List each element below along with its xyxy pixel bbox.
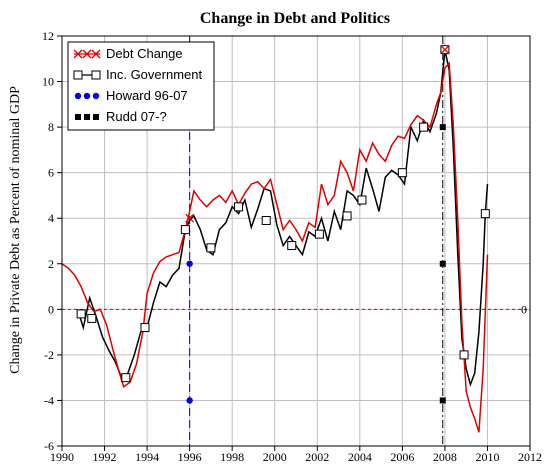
legend-swatch-marker <box>73 70 83 80</box>
rudd-point <box>439 260 446 267</box>
x-tick-label: 1998 <box>220 450 244 464</box>
inc-government-marker <box>234 202 244 212</box>
inc-government-marker <box>287 241 297 251</box>
series-debt-change-line <box>61 61 489 433</box>
howard-point <box>186 260 193 267</box>
legend-label: Howard 96-07 <box>106 88 188 103</box>
inc-government-marker <box>206 243 216 253</box>
y-tick-label: -4 <box>44 393 54 407</box>
inc-government-marker <box>314 229 324 239</box>
y-tick-label: -6 <box>44 439 54 453</box>
legend-swatch-marker <box>75 114 81 120</box>
x-tick-label: 1996 <box>178 450 202 464</box>
legend-item: Inc. Government <box>73 67 202 82</box>
legend-swatch-marker <box>84 114 90 120</box>
x-marker-stroke <box>91 49 101 59</box>
inc-government-marker <box>419 122 429 132</box>
legend-swatch-marker <box>74 92 82 100</box>
chart-title: Change in Debt and Politics <box>200 10 390 27</box>
y-tick-label: 6 <box>48 166 54 180</box>
x-tick-label: 1990 <box>50 450 74 464</box>
x-tick-label: 2010 <box>475 450 499 464</box>
x-tick-label: 1994 <box>135 450 159 464</box>
inc-government-marker <box>87 313 97 323</box>
legend-item: Rudd 07-? <box>75 109 167 124</box>
x-tick-label: 2008 <box>433 450 457 464</box>
legend-swatch-marker <box>91 49 101 59</box>
y-tick-label: -2 <box>44 348 54 362</box>
x-tick-label: 2006 <box>390 450 414 464</box>
inc-government-marker <box>121 373 131 383</box>
y-tick-label: 12 <box>42 29 54 43</box>
legend-item: Howard 96-07 <box>74 88 188 103</box>
x-tick-label: 1992 <box>93 450 117 464</box>
legend: Debt Change Inc. Government Howard 96-07 Ru… <box>67 41 215 131</box>
inc-government-marker <box>459 350 469 360</box>
legend-box <box>67 41 215 131</box>
y-tick-label: 8 <box>48 120 54 134</box>
inc-government-marker <box>261 216 271 225</box>
zero-line-label: 0 <box>521 302 527 316</box>
x-marker-stroke <box>73 49 83 59</box>
debt-change-marker <box>185 213 195 223</box>
x-marker-stroke <box>185 213 195 223</box>
x-marker-stroke <box>82 49 92 59</box>
legend-swatch-marker <box>83 92 91 100</box>
y-tick-label: 2 <box>48 257 54 271</box>
rudd-point <box>439 124 446 131</box>
legend-label: Rudd 07-? <box>106 109 167 124</box>
legend-swatch-marker <box>82 49 92 59</box>
x-tick-label: 2004 <box>348 450 372 464</box>
legend-swatch-marker <box>93 114 99 120</box>
axis-layer: 1990 1992 1994 1996 1998 2000 2002 2004 2006 2008… <box>42 29 542 464</box>
legend-label: Debt Change <box>106 46 183 61</box>
legend-item: Debt Change <box>73 46 183 61</box>
legend-swatch-marker <box>73 49 83 59</box>
inc-government-marker <box>357 195 367 205</box>
x-marker-stroke <box>440 45 450 55</box>
x-tick-label: 2002 <box>305 450 329 464</box>
inc-government-marker <box>140 323 150 333</box>
inc-government-marker <box>480 209 490 219</box>
inc-government-marker <box>76 309 86 319</box>
y-tick-label: 0 <box>48 302 54 316</box>
inc-government-marker <box>180 225 190 235</box>
y-tick-label: 4 <box>48 211 54 225</box>
plot-frame <box>61 35 531 447</box>
legend-swatch-marker <box>91 70 101 80</box>
debt-change-marker <box>440 45 450 55</box>
rudd-point <box>439 397 446 404</box>
inc-government-marker <box>342 211 352 221</box>
legend-swatch-marker <box>92 92 100 100</box>
inc-government-marker <box>397 168 407 178</box>
y-axis-label: Change in Private Debt as Percent of nom… <box>8 86 23 374</box>
legend-label: Inc. Government <box>106 67 202 82</box>
x-tick-label: 2012 <box>518 450 542 464</box>
reference-lines: 0 <box>62 36 530 446</box>
howard-point <box>186 397 193 404</box>
x-tick-label: 2000 <box>263 450 287 464</box>
y-tick-label: 10 <box>42 75 54 89</box>
